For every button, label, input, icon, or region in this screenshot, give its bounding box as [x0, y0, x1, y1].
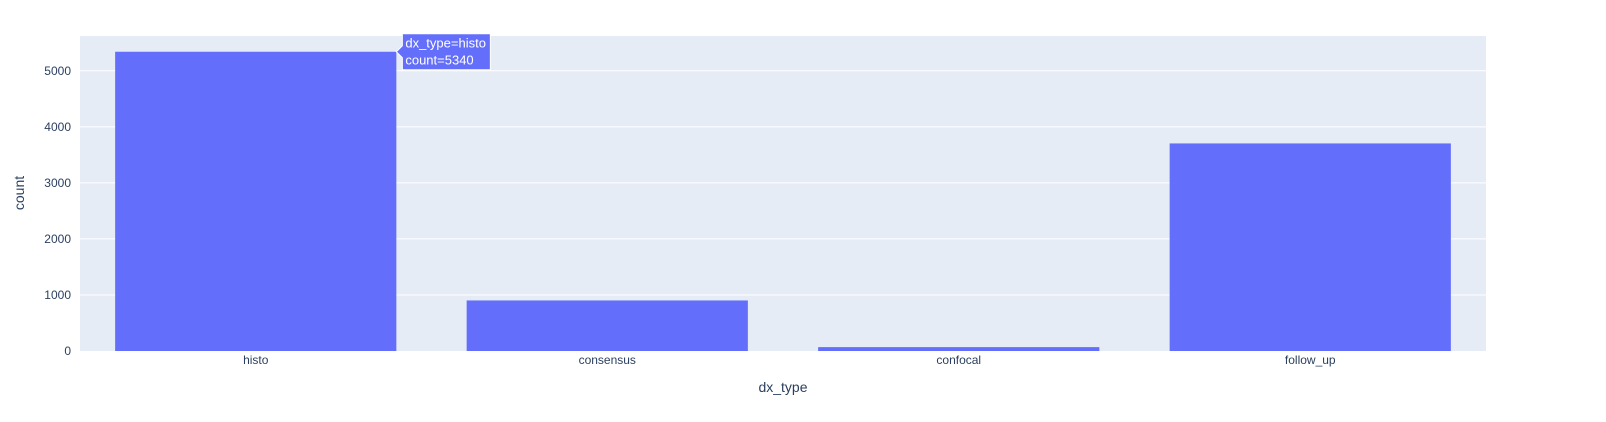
- bar-histo[interactable]: [115, 51, 397, 352]
- x-tick-label: histo: [243, 353, 269, 367]
- tooltip-box: [395, 33, 491, 71]
- x-tick-labels: histo consensus confocal follow_up: [243, 353, 1336, 367]
- y-tick-label: 1000: [44, 288, 71, 302]
- y-tick-label: 3000: [44, 176, 71, 190]
- bar-consensus[interactable]: [466, 300, 748, 351]
- bars: [115, 51, 1451, 352]
- y-tick-label: 2000: [44, 232, 71, 246]
- hover-tooltip: dx_type=histo count=5340: [395, 33, 491, 71]
- tooltip-line-count: count=5340: [405, 53, 473, 68]
- y-tick-labels: 0 1000 2000 3000 4000 5000: [44, 64, 71, 358]
- y-tick-label: 4000: [44, 120, 71, 134]
- x-tick-label: follow_up: [1285, 353, 1336, 367]
- x-tick-label: consensus: [579, 353, 636, 367]
- y-axis-title: count: [11, 176, 27, 210]
- bar-follow_up[interactable]: [1169, 143, 1451, 351]
- tooltip-line-category: dx_type=histo: [405, 36, 486, 51]
- y-tick-label: 5000: [44, 64, 71, 78]
- x-tick-label: confocal: [936, 353, 981, 367]
- x-axis-title: dx_type: [758, 379, 807, 395]
- y-tick-label: 0: [64, 344, 71, 358]
- bar-confocal[interactable]: [818, 347, 1100, 351]
